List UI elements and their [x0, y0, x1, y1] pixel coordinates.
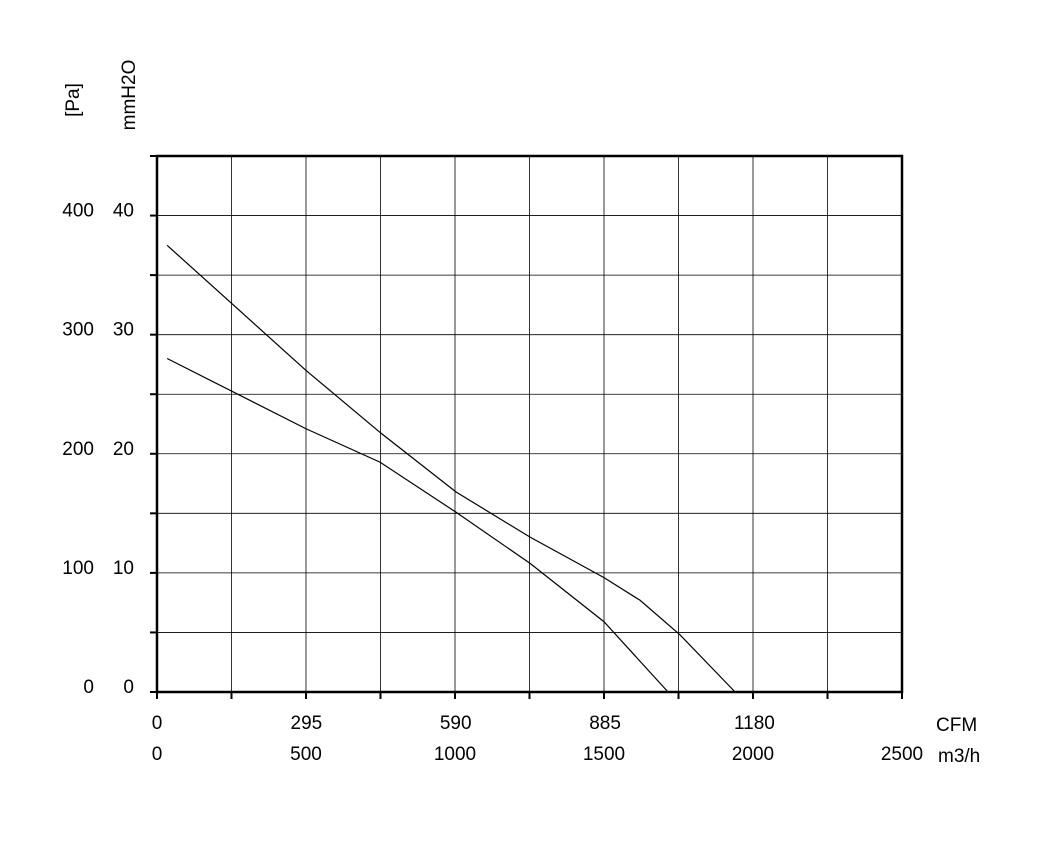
y-tick-label: 400	[62, 201, 94, 222]
x2-tick-label: 885	[589, 713, 621, 734]
x2-tick-label: 0	[152, 713, 163, 734]
x-tick-label: 500	[290, 744, 322, 765]
x2-tick-label: 295	[291, 713, 323, 734]
x-tick-label: 1500	[583, 744, 625, 765]
x-tick-label: 2500	[881, 744, 923, 765]
plot-frame	[155, 154, 904, 694]
y2-tick-label: 0	[123, 677, 134, 698]
y2-tick-label: 20	[113, 439, 134, 460]
x-axis-label: m3/h	[938, 746, 980, 767]
curve	[166, 357, 669, 693]
x2-axis-label: CFM	[936, 715, 977, 736]
y2-tick-label: 10	[113, 558, 134, 579]
y-axis-label: [Pa]	[63, 83, 84, 117]
y2-axis-label: mmH2O	[119, 60, 140, 131]
x2-tick-label: 1180	[734, 713, 775, 734]
y2-tick-label: 30	[113, 320, 134, 341]
x-tick-label: 2000	[732, 744, 774, 765]
x2-tick-label: 590	[440, 713, 472, 734]
y-tick-label: 0	[83, 677, 94, 698]
curve	[166, 244, 736, 693]
y-tick-label: 300	[62, 320, 94, 341]
y2-tick-label: 40	[113, 201, 134, 222]
y-tick-label: 100	[62, 558, 94, 579]
x-tick-label: 1000	[434, 744, 476, 765]
x-tick-label: 0	[152, 744, 163, 765]
y-tick-label: 200	[62, 439, 94, 460]
